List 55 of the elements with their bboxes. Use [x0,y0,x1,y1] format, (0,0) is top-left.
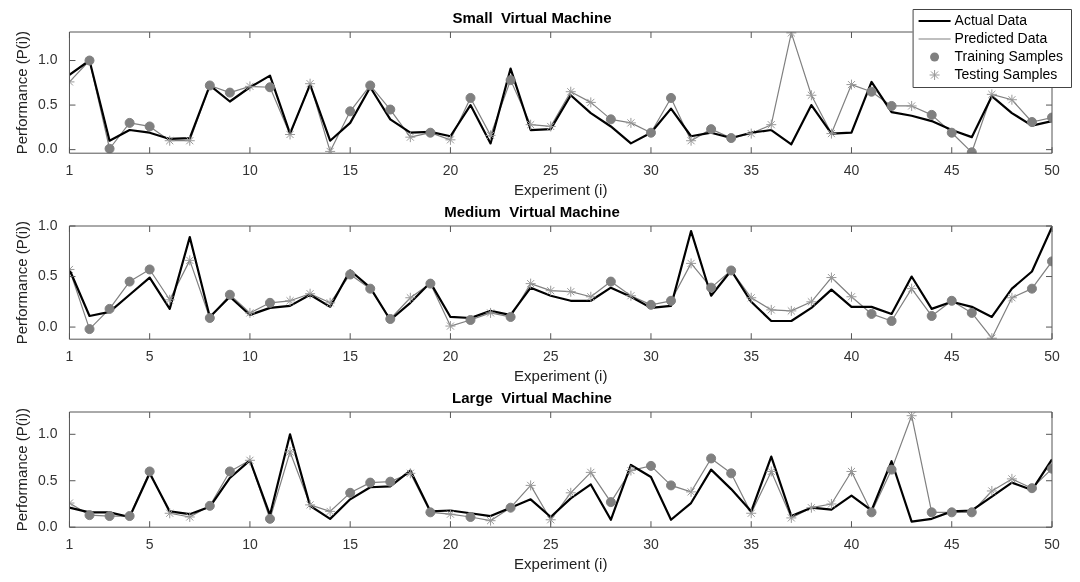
x-tick-label: 25 [542,162,559,179]
x-tick-label: 25 [542,348,559,365]
chart-title: Large Virtual Machine [452,389,612,407]
y-tick-label: 0.5 [37,471,58,488]
x-tick-label: 35 [743,536,760,553]
x-tick-label: 45 [943,536,960,553]
y-tick-label: 0.0 [37,518,58,535]
x-tick-label: 40 [843,536,860,553]
x-tick-label: 5 [145,536,154,553]
y-axis-title: Performance (P(i)) [13,30,31,155]
x-tick-label: 20 [442,348,459,365]
x-tick-label: 20 [442,536,459,553]
x-tick-label: 15 [342,536,359,553]
chart-title: Medium Virtual Machine [444,203,620,221]
text: Predicted Data [954,29,1048,46]
x-axis-title: Experiment (i) [514,367,608,385]
x-tick-label: 5 [145,162,154,179]
y-tick-label: 0.5 [37,267,58,284]
x-tick-label: 45 [943,348,960,365]
x-tick-label: 1 [65,536,74,553]
y-tick-label: 1.0 [37,51,58,68]
legend-label: Training Samples [954,47,1063,64]
y-tick-label: 1.0 [37,425,58,442]
x-tick-label: 10 [242,536,258,553]
legend-label: Actual Data [954,11,1028,28]
x-tick-label: 5 [145,348,154,365]
y-tick-label: 0.0 [37,317,58,334]
y-tick-label: 0.0 [37,140,58,157]
x-tick-label: 1 [65,348,74,365]
x-axis-title: Experiment (i) [514,181,608,199]
x-tick-label: 30 [643,162,659,179]
chart-title: Small Virtual Machine [452,9,612,27]
x-tick-label: 40 [843,162,860,179]
x-tick-label: 50 [1044,536,1060,553]
y-axis-title: Performance (P(i)) [13,220,31,345]
y-tick-label: 0.5 [37,95,58,112]
x-tick-label: 10 [242,348,258,365]
legend-label: Testing Samples [954,65,1058,82]
x-tick-label: 15 [342,162,359,179]
x-tick-label: 30 [643,536,659,553]
x-tick-label: 10 [242,162,258,179]
x-tick-label: 30 [643,348,659,365]
x-tick-label: 35 [743,162,760,179]
x-axis-title: Experiment (i) [514,555,608,573]
x-tick-label: 40 [843,348,860,365]
x-tick-label: 45 [943,162,960,179]
x-tick-label: 1 [65,162,74,179]
x-tick-label: 50 [1044,162,1060,179]
y-tick-label: 1.0 [37,216,58,233]
x-tick-label: 25 [542,536,559,553]
y-axis-title: Performance (P(i)) [13,407,31,532]
x-tick-label: 15 [342,348,359,365]
x-tick-label: 20 [442,162,459,179]
x-tick-label: 50 [1044,348,1060,365]
x-tick-label: 35 [743,348,760,365]
